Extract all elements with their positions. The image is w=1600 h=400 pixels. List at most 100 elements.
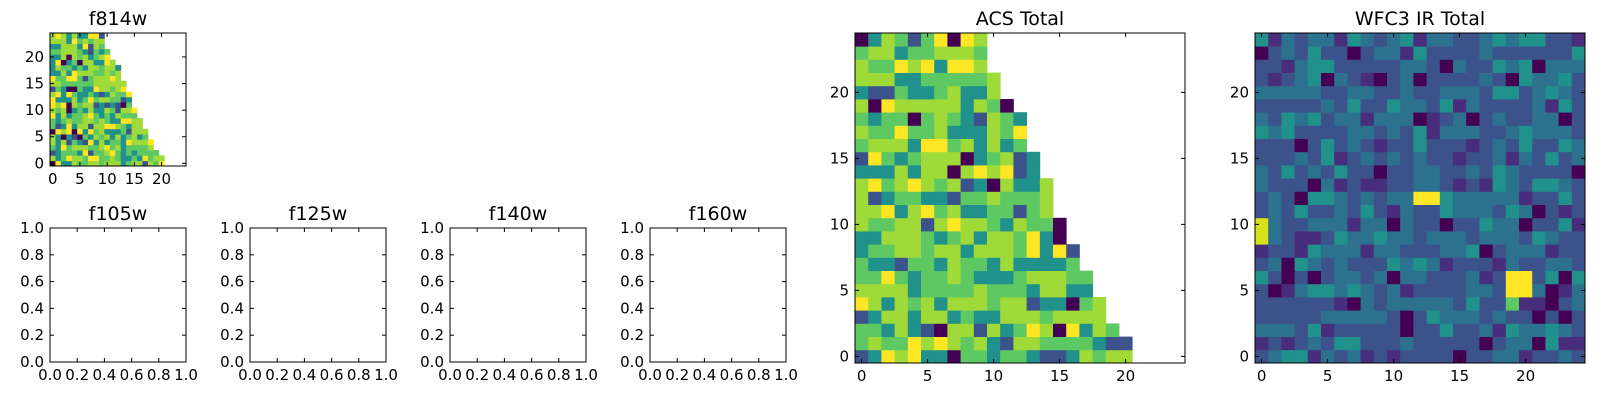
heatmap-cell [77, 144, 84, 151]
heatmap-cell [115, 102, 122, 108]
heatmap-cell [1294, 270, 1309, 285]
heatmap-cell [1453, 178, 1467, 192]
heatmap-cell [855, 125, 869, 139]
heatmap-cell [88, 128, 94, 135]
heatmap-cell [1026, 310, 1041, 324]
heatmap-cell [1505, 151, 1520, 166]
y-tick-label: 0.4 [20, 299, 44, 317]
heatmap-cell [1347, 297, 1361, 311]
heatmap-cell [855, 85, 869, 100]
heatmap-cell [1479, 59, 1493, 73]
heatmap-cell [137, 150, 143, 156]
heatmap-cell [1479, 297, 1493, 311]
heatmap-cell [126, 91, 132, 98]
heatmap-cell [868, 59, 882, 73]
heatmap-cell [1281, 33, 1295, 47]
heatmap-cell [50, 150, 56, 156]
heatmap-cell [973, 349, 988, 364]
y-tick-label: 0 [839, 347, 849, 365]
heatmap-cell [1347, 283, 1361, 298]
heatmap-cell [1000, 204, 1014, 219]
heatmap-cell [1255, 59, 1269, 73]
heatmap-cell [82, 96, 89, 103]
heatmap-cell [71, 91, 78, 98]
heatmap-cell [894, 310, 909, 324]
heatmap-cell [71, 70, 78, 76]
heatmap-cell [1360, 283, 1375, 298]
heatmap-cell [921, 112, 935, 126]
heatmap-cell [1119, 349, 1133, 364]
heatmap-cell [960, 231, 975, 245]
heatmap-cell [934, 283, 948, 298]
heatmap-cell [1334, 138, 1348, 153]
heatmap-cell [1294, 178, 1309, 192]
heatmap-cell [1281, 125, 1295, 139]
heatmap-cell [77, 64, 84, 71]
heatmap-cell [66, 134, 73, 140]
heatmap-cell [1294, 257, 1309, 271]
heatmap-cell [1268, 244, 1282, 258]
heatmap-cell [1532, 217, 1546, 232]
heatmap-cell [66, 86, 73, 92]
heatmap-cell [987, 297, 1001, 311]
heatmap-cell [1558, 349, 1573, 364]
heatmap-cell [881, 257, 895, 271]
heatmap-cell [1039, 297, 1054, 311]
heatmap-cell [868, 336, 882, 351]
heatmap-cell [1321, 85, 1335, 100]
heatmap-cell [98, 86, 105, 92]
heatmap-cell [921, 85, 935, 100]
x-tick-label: 0.6 [120, 366, 144, 384]
heatmap-cell [894, 191, 909, 205]
heatmap-cell [921, 231, 935, 245]
heatmap-cell [881, 244, 895, 258]
heatmap-cell [1268, 191, 1282, 205]
heatmap-cell [868, 217, 882, 232]
heatmap-cell [1013, 138, 1027, 153]
heatmap-cell [1281, 85, 1295, 100]
heatmap-cell [1479, 138, 1493, 153]
heatmap-cell [1026, 270, 1041, 285]
heatmap-cell [50, 112, 56, 119]
heatmap-cell [1000, 138, 1014, 153]
heatmap-cell [50, 91, 56, 98]
x-tick-label: 5 [75, 170, 85, 188]
heatmap-cell [142, 134, 149, 140]
heatmap-cell [1281, 165, 1295, 179]
heatmap-cell [1347, 138, 1361, 153]
heatmap-cell [104, 102, 111, 108]
heatmap-cell [894, 112, 909, 126]
heatmap-cell [1268, 125, 1282, 139]
heatmap-cell [98, 134, 105, 140]
heatmap-cell [1413, 85, 1427, 100]
heatmap-cell [987, 191, 1001, 205]
heatmap-cell [1413, 59, 1427, 73]
heatmap-cell [82, 107, 89, 114]
heatmap-cell [1519, 178, 1533, 192]
heatmap-cell [855, 191, 869, 205]
heatmap-cell [973, 297, 988, 311]
heatmap-cell [881, 270, 895, 285]
heatmap-cell [120, 112, 127, 119]
heatmap-cell [1387, 178, 1401, 192]
heatmap-cell [1413, 231, 1427, 245]
heatmap-cell [1466, 165, 1480, 179]
heatmap-cell [1532, 46, 1546, 60]
heatmap-cell [1360, 336, 1375, 351]
y-tick-label: 0.6 [220, 273, 244, 291]
heatmap-cell [98, 144, 105, 151]
heatmap-cell [868, 257, 882, 271]
axes-frame [49, 32, 187, 167]
heatmap-cell [881, 297, 895, 311]
heatmap-cell [131, 112, 138, 119]
heatmap-cell [1013, 165, 1027, 179]
heatmap-cell [1347, 310, 1361, 324]
heatmap-cell [1268, 283, 1282, 298]
heatmap-cell [126, 112, 132, 119]
heatmap-cell [1053, 244, 1067, 258]
heatmap-cell [98, 64, 105, 71]
heatmap-cell [50, 64, 56, 71]
heatmap-cell [1255, 46, 1269, 60]
axes-frame [449, 227, 587, 363]
heatmap-cell [71, 134, 78, 140]
